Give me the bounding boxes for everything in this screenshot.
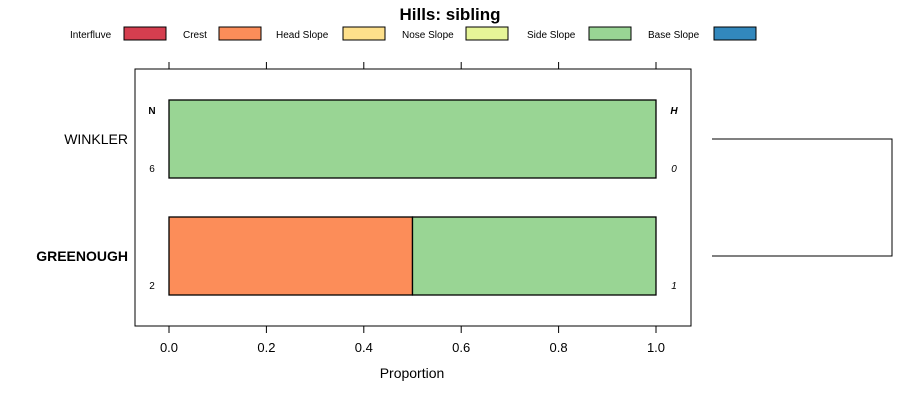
legend-swatch-interfluve — [123, 26, 167, 41]
bar-greenough-crest — [168, 216, 414, 296]
x-tick-label: 0.4 — [355, 340, 373, 355]
h-value: 0 — [671, 164, 677, 175]
legend-label-nose-slope: Nose Slope — [402, 30, 454, 41]
plot-frame — [134, 68, 692, 327]
x-tick-label: 0.6 — [452, 340, 470, 355]
legend-swatch-head-slope — [342, 26, 386, 41]
dendrogram-branch — [712, 138, 893, 257]
legend-swatch-side-slope — [588, 26, 632, 41]
legend-label-interfluve: Interfluve — [70, 30, 112, 41]
h-value: 1 — [671, 281, 677, 292]
legend-label-side-slope: Side Slope — [527, 30, 576, 41]
x-tick-label: 0.0 — [160, 340, 178, 355]
legend: Interfluve Crest Head Slope Nose Slope Side … — [70, 26, 757, 41]
n-value: 6 — [149, 164, 155, 175]
bars: WINKLER 6 0 GREENOUGH 2 1 — [36, 99, 677, 296]
legend-swatch-nose-slope — [465, 26, 509, 41]
row-label-winkler: WINKLER — [64, 131, 128, 147]
chart-title: Hills: sibling — [399, 5, 500, 24]
legend-label-head-slope: Head Slope — [276, 30, 329, 41]
x-tick-label: 1.0 — [647, 340, 665, 355]
legend-label-crest: Crest — [183, 30, 207, 41]
bar-greenough-side-slope — [411, 216, 657, 296]
legend-swatch-crest — [218, 26, 262, 41]
n-value: 2 — [149, 281, 155, 292]
header-h: H — [670, 106, 678, 117]
x-axis-label: Proportion — [380, 365, 445, 381]
legend-label-base-slope: Base Slope — [648, 30, 700, 41]
x-tick-label: 0.8 — [550, 340, 568, 355]
header-n: N — [148, 106, 155, 117]
bar-winkler-side-slope — [168, 99, 657, 179]
dendrogram — [712, 138, 893, 257]
row-label-greenough: GREENOUGH — [36, 248, 128, 264]
legend-swatch-base-slope — [713, 26, 757, 41]
x-tick-label: 0.2 — [257, 340, 275, 355]
x-axis: 0.0 0.2 0.4 0.6 0.8 1.0 — [160, 62, 665, 355]
